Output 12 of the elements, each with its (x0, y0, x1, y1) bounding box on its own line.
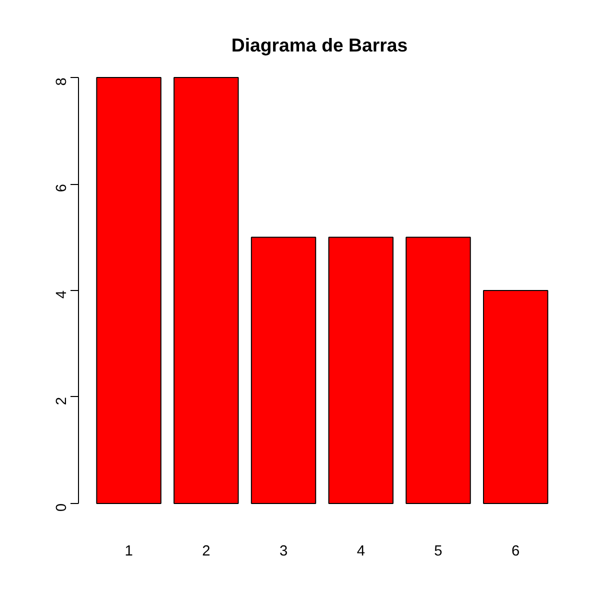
x-tick-label: 4 (356, 544, 365, 560)
y-tick-label: 4 (54, 290, 70, 299)
x-tick-label: 5 (434, 544, 442, 560)
y-tick-label: 8 (54, 78, 70, 86)
y-tick-label: 2 (54, 396, 70, 406)
x-tick-label: 1 (124, 544, 133, 560)
x-tick-label: 3 (279, 544, 288, 560)
chart-title: Diagrama de Barras (231, 34, 408, 56)
x-tick-label: 6 (512, 544, 520, 560)
x-tick-label: 2 (202, 544, 210, 560)
y-tick-label: 0 (54, 503, 70, 512)
y-tick-label: 6 (54, 184, 70, 192)
